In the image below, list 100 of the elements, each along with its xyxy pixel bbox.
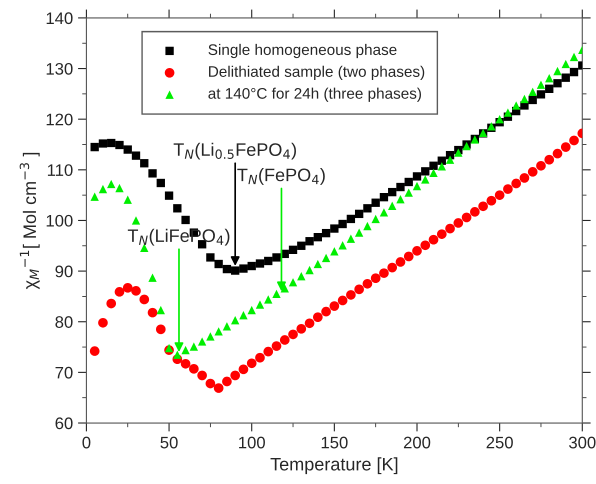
point — [536, 80, 546, 89]
point — [552, 148, 562, 158]
point — [272, 341, 282, 351]
point — [404, 188, 413, 197]
point — [255, 352, 265, 363]
point — [421, 167, 430, 176]
point — [164, 344, 174, 352]
point — [132, 216, 140, 225]
point — [322, 228, 330, 238]
point — [380, 193, 388, 202]
point — [388, 188, 396, 196]
point — [338, 296, 348, 306]
point — [528, 167, 538, 177]
y-tick-label: 140 — [46, 12, 73, 24]
point — [156, 178, 165, 188]
y-tick-label: 110 — [48, 164, 73, 176]
point — [314, 233, 322, 242]
point — [404, 252, 414, 262]
y-tick-label: 90 — [55, 266, 73, 278]
point — [330, 224, 339, 233]
point — [231, 266, 240, 275]
point — [139, 294, 150, 304]
point — [189, 364, 199, 374]
point — [198, 337, 206, 346]
point — [438, 162, 446, 170]
point — [388, 202, 396, 210]
point — [354, 228, 364, 237]
point — [173, 204, 182, 212]
point — [553, 66, 562, 76]
point — [354, 210, 364, 218]
x-axis-title: Temperature [K] — [270, 457, 398, 474]
point — [478, 201, 488, 212]
point — [98, 139, 108, 148]
point — [454, 218, 464, 228]
point — [181, 346, 190, 354]
point — [122, 283, 133, 293]
point — [429, 168, 438, 178]
x-tick-label: 100 — [239, 436, 265, 448]
point — [380, 208, 388, 217]
annotation: T$_{N}$(FePO$_{4}$) — [237, 168, 325, 185]
point — [272, 253, 281, 262]
y-tick-label: 70 — [56, 366, 73, 379]
point — [90, 192, 99, 201]
point — [428, 234, 438, 245]
point — [528, 96, 537, 104]
point — [246, 358, 257, 368]
point — [520, 173, 530, 183]
point — [544, 154, 554, 165]
point — [140, 159, 148, 168]
point — [363, 222, 372, 230]
point — [180, 358, 190, 369]
point — [370, 273, 380, 283]
point — [338, 220, 347, 228]
y-tick-label: 120 — [46, 114, 73, 126]
point — [214, 327, 223, 336]
point — [248, 262, 256, 270]
y-tick-label: 100 — [46, 214, 73, 227]
point — [305, 266, 314, 274]
point — [272, 290, 281, 298]
annotation: T$_{N}$(Li$_{0.5}$FePO$_{4}$) — [174, 142, 296, 160]
y-tick-label: 80 — [55, 316, 73, 328]
point — [206, 253, 215, 262]
point — [363, 204, 372, 212]
legend-label: Single homogeneous phase — [208, 44, 397, 58]
point — [280, 284, 289, 292]
point — [264, 295, 272, 304]
point — [338, 241, 347, 250]
point — [115, 140, 124, 150]
annotation: T$_{N}$(LiFePO$_{4}$) — [128, 228, 230, 246]
point — [90, 346, 100, 356]
point — [90, 142, 99, 152]
point — [156, 324, 166, 334]
point — [98, 318, 108, 328]
point — [164, 191, 174, 200]
point — [264, 256, 272, 266]
point — [412, 246, 422, 256]
point — [296, 324, 306, 334]
point — [528, 88, 537, 96]
point — [230, 370, 240, 380]
point — [354, 284, 364, 294]
point — [412, 172, 422, 181]
point — [362, 278, 372, 289]
point — [214, 383, 224, 393]
point — [387, 262, 398, 272]
x-tick-label: 250 — [486, 436, 513, 448]
point — [446, 156, 454, 164]
point — [222, 376, 232, 386]
point — [570, 52, 578, 62]
point — [197, 370, 207, 380]
point — [412, 182, 422, 190]
point — [372, 198, 380, 207]
point — [148, 169, 157, 178]
point — [504, 108, 512, 117]
point — [346, 234, 356, 243]
point — [454, 148, 462, 157]
point — [124, 145, 132, 154]
point — [462, 212, 472, 222]
point — [569, 136, 579, 146]
point — [536, 160, 546, 171]
point — [420, 240, 430, 250]
